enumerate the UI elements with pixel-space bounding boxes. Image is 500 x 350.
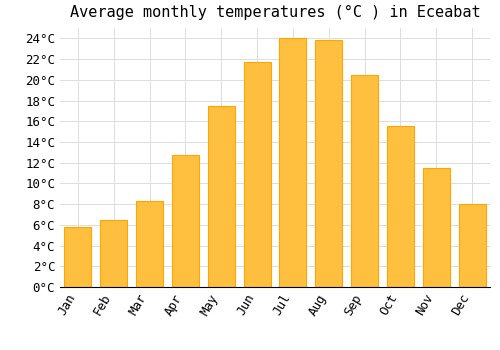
Bar xyxy=(208,106,234,287)
Bar xyxy=(316,41,342,287)
Bar xyxy=(387,126,414,287)
Bar xyxy=(280,38,306,287)
Bar xyxy=(244,62,270,287)
Bar xyxy=(423,168,450,287)
Bar xyxy=(458,204,485,287)
Bar xyxy=(64,227,92,287)
Bar xyxy=(351,75,378,287)
Bar xyxy=(100,220,127,287)
Bar xyxy=(172,155,199,287)
Title: Average monthly temperatures (°C ) in Eceabat: Average monthly temperatures (°C ) in Ec… xyxy=(70,5,480,20)
Bar xyxy=(136,201,163,287)
